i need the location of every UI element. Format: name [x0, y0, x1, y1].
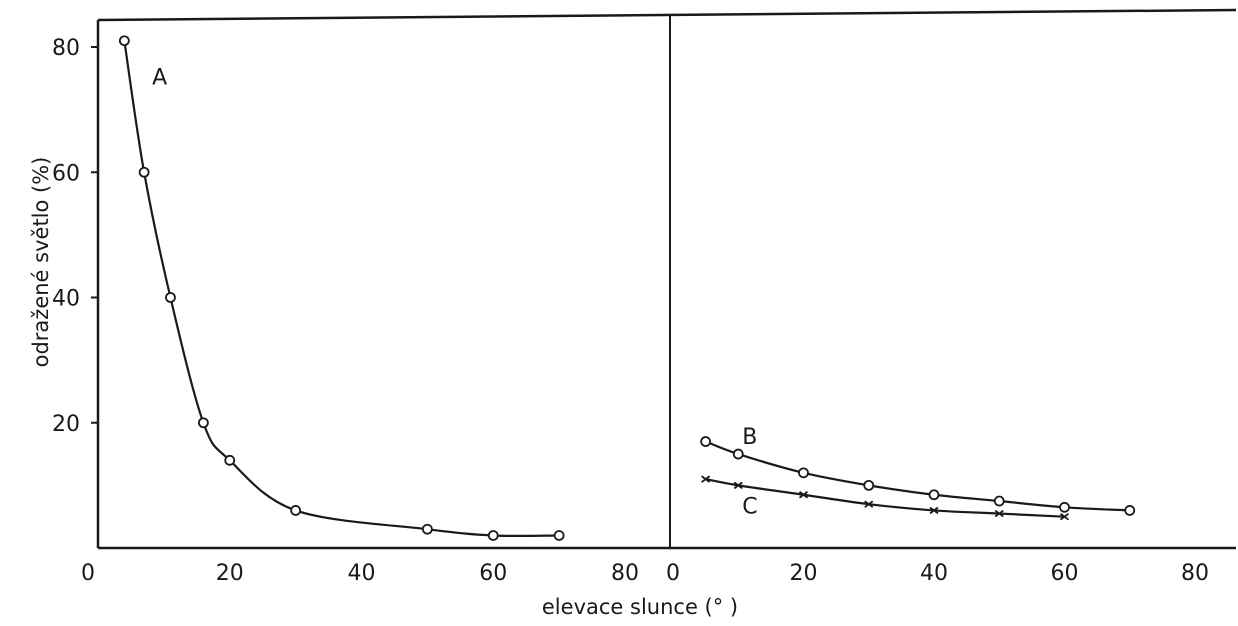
- x-axis-title: elevace slunce (° ): [542, 595, 738, 619]
- point-c-0-stroke-b: [701, 475, 711, 483]
- curve-b: [705, 440, 1130, 512]
- series-labels: A B C: [152, 66, 758, 520]
- chart-frame: [96, 8, 1237, 550]
- point-c-2: [798, 491, 809, 499]
- y-tick-label-60: 60: [52, 161, 80, 186]
- point-c-6: [1059, 512, 1070, 521]
- x-tick-label-0-20: 20: [216, 561, 244, 586]
- point-a-4: [224, 454, 236, 466]
- y-tick-label-20: 20: [52, 412, 80, 437]
- point-c-2-stroke-b: [798, 491, 809, 499]
- series-label-a: A: [152, 66, 167, 91]
- point-a-2: [165, 292, 176, 303]
- x-tick-label-1-20: 20: [790, 561, 818, 586]
- point-b-0: [700, 436, 712, 447]
- tick-labels: 0 20 40 60 80 20 40 60 80 0 20 40 60 80: [52, 36, 1209, 586]
- point-c-4-stroke-b: [929, 506, 939, 515]
- curve-c: [705, 478, 1065, 518]
- point-a-7: [487, 530, 499, 541]
- curves: [123, 40, 1130, 538]
- series-label-b: B: [742, 425, 757, 450]
- point-a-1: [138, 166, 150, 178]
- point-b-6: [1059, 501, 1070, 513]
- point-c-5: [994, 509, 1004, 518]
- point-a-3: [197, 417, 209, 429]
- curve-a: [123, 40, 560, 538]
- point-c-4: [929, 506, 939, 515]
- y-tick-label-40: 40: [52, 287, 80, 312]
- point-c-3: [864, 500, 874, 508]
- x-tick-label-1-0: 0: [666, 561, 680, 586]
- point-c-1: [733, 481, 743, 490]
- point-b-2: [798, 467, 809, 479]
- point-a-8: [553, 530, 565, 541]
- series-label-c: C: [742, 494, 757, 519]
- point-c-6-stroke-b: [1059, 512, 1070, 521]
- point-c-3-stroke-b: [864, 500, 874, 508]
- x-tick-label-1-80: 80: [1181, 561, 1209, 586]
- x-tick-label-0-0: 0: [81, 561, 95, 586]
- y-tick-label-80: 80: [52, 36, 80, 61]
- point-b-1: [732, 448, 744, 460]
- x-tick-label-0-40: 40: [348, 561, 376, 586]
- point-b-5: [993, 495, 1005, 507]
- x-tick-label-1-60: 60: [1051, 561, 1079, 586]
- x-tick-label-1-40: 40: [920, 561, 948, 586]
- point-a-5: [290, 505, 302, 516]
- point-c-1-stroke-b: [733, 481, 743, 490]
- point-b-7: [1124, 505, 1136, 516]
- point-b-4: [928, 489, 940, 501]
- y-axis-title: odražené světlo (%): [29, 157, 53, 368]
- point-b-3: [863, 479, 875, 491]
- x-tick-label-0-80: 80: [611, 561, 639, 586]
- markers: [118, 35, 1136, 541]
- point-a-6: [421, 523, 433, 535]
- point-a-0: [118, 35, 130, 47]
- x-tick-label-0-60: 60: [479, 561, 507, 586]
- point-c-5-stroke-b: [994, 509, 1004, 518]
- point-c-0: [701, 475, 711, 483]
- top-border-line: [97, 8, 1237, 22]
